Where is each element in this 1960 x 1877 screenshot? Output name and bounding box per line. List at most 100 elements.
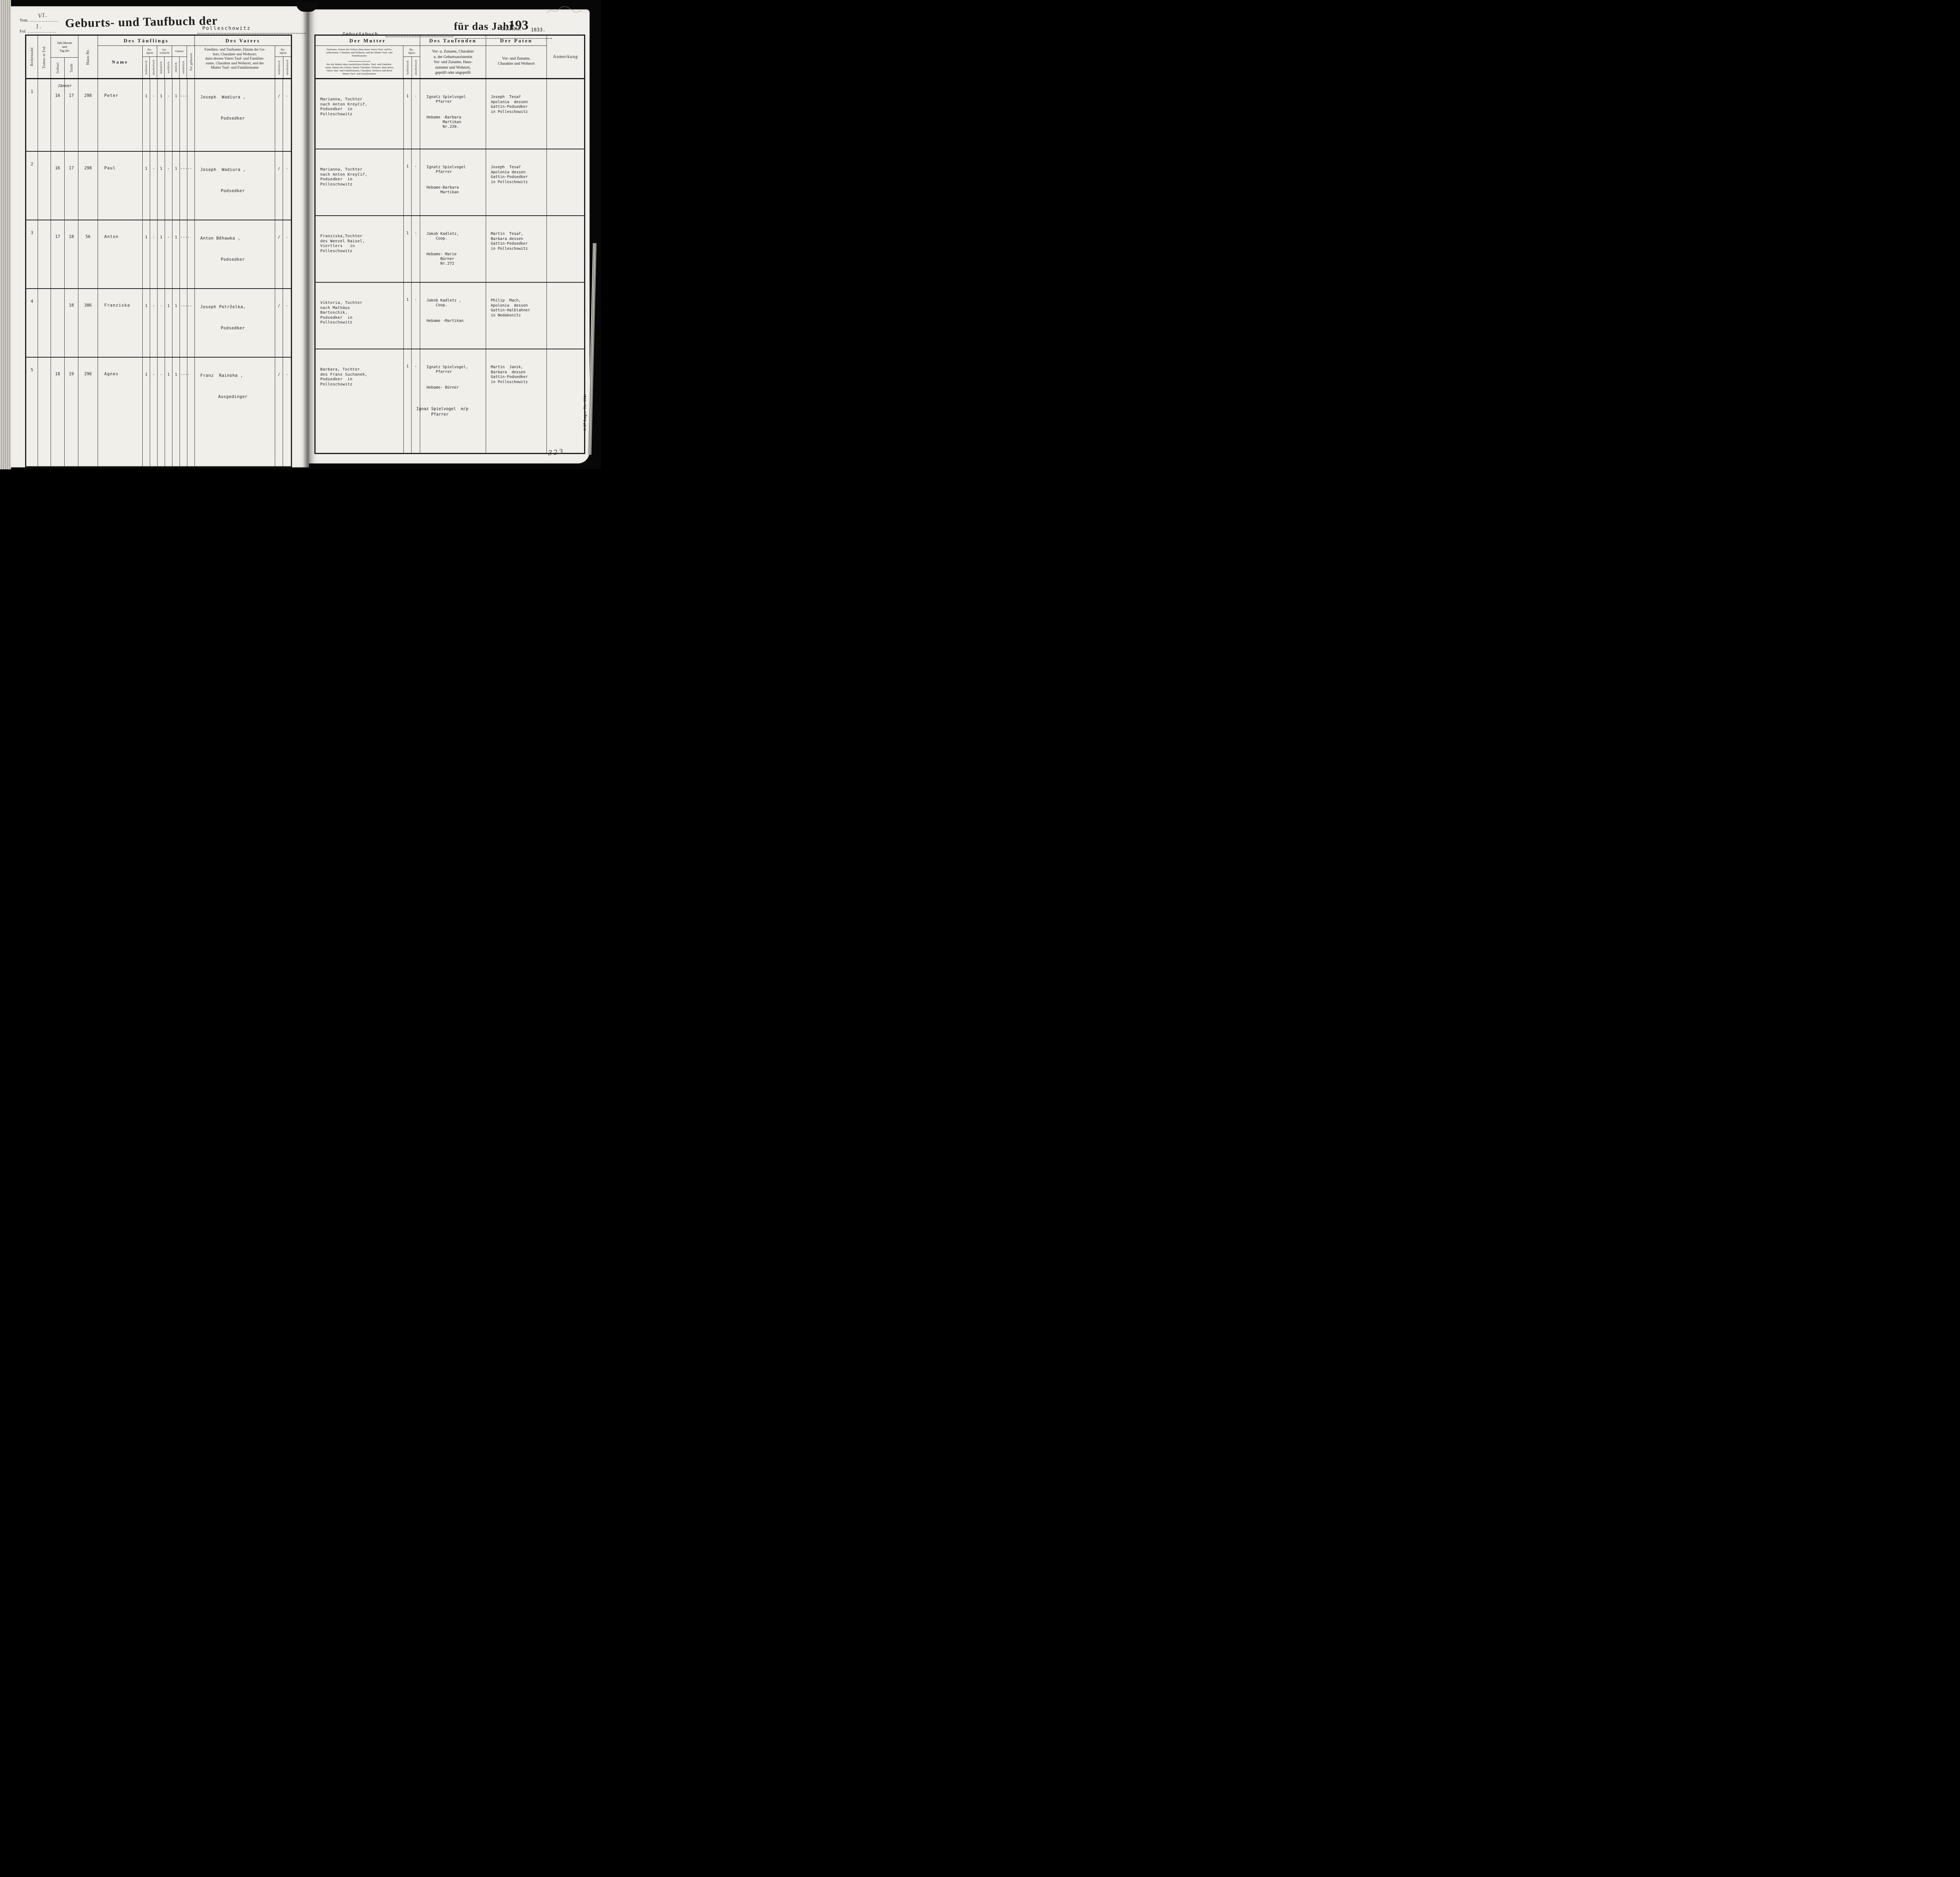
table-row: Marianna, Tochter nach Anton Kreyčiř, Po… [316, 78, 584, 149]
col-group-taufende: Des Taufenden Vor- u. Zuname, Charakter … [420, 36, 486, 78]
col-group-taufling: Des Täuflings Name Re- ligion katholisch… [98, 36, 195, 78]
anmerkung-cell [547, 349, 584, 453]
taufe-date: 17 [65, 79, 78, 151]
place-name-typed: Polleschowitz [202, 25, 251, 31]
taufende-entry: Ignatz Spielvogel Pfarrer Hebame -Barbara… [420, 79, 486, 149]
vater-cell: Joseph Petrželka, Podsedker [195, 289, 275, 357]
taufende-priest: Ignatz Spielvogel Pfarrer [426, 165, 466, 174]
vater-charakter: Podsedker [221, 257, 245, 262]
taufe-date: 17 [65, 152, 78, 220]
haus-nr: 306 [78, 289, 98, 357]
vater-katholisch-label: katholisch [277, 60, 281, 74]
col-header-akatholisch: akatholisch [150, 57, 157, 78]
col-header-dates: Jahr,Monat und Tag der Geburt Taufe [51, 36, 78, 78]
taufling-group-label: Des Täuflings [98, 36, 194, 46]
mark-unehelich: ----- [180, 152, 192, 220]
taufe-date: 18 [65, 289, 78, 357]
taufende-priest: Jakob Kadletz, Coop. [426, 232, 459, 241]
mark-unehelich: ---- [180, 358, 190, 466]
vater-name: Franz Rainoha , [200, 373, 243, 378]
table-header-right: Der Mutter Taufname, Datum der Geburt, d… [316, 36, 584, 78]
mark-maennlich: 1 [158, 152, 165, 220]
mark-totgeboren [187, 79, 195, 151]
paten-entry: Joseph Tesař Apolonia dessen Gattin-Pods… [486, 149, 547, 215]
mark-totgeboren [187, 358, 195, 466]
taufende-group-label: Des Taufenden [420, 36, 486, 46]
book-type-dotted-line [386, 36, 453, 37]
tom-row: Tom. VI. [20, 12, 58, 23]
vater-cell: Anton Běhawka , Podsedker [195, 220, 275, 288]
vater-akatholisch-mark: - [285, 235, 289, 240]
col-group-paten: Der Paten Vor- und Zuname, Charakter und… [486, 36, 547, 78]
taufende-hebame: Hebame -Barbara Martikan Nr.220. [426, 115, 461, 129]
mutter-akatholisch-label: akatholisch [414, 60, 418, 75]
vater-charakter: Podsedker [221, 326, 245, 331]
fol-value-handwritten: 1. [35, 23, 42, 30]
mark-totgeboren [187, 220, 195, 288]
table-row: Viktoria, Tochter nach Mathäus Bartoschi… [316, 282, 584, 349]
vater-name: Anton Běhawka , [200, 236, 241, 241]
col-header-unehelich: unehelich [180, 57, 187, 78]
paten-entry: Martin Janik, Barbara dessen Gattin-Pods… [486, 349, 547, 453]
mutter-entry: Viktoria, Tochter nach Mathäus Bartoschi… [316, 283, 404, 349]
tomus-cell [38, 79, 51, 151]
tom-dotted-line: VI. [30, 12, 58, 22]
anmerkung-cell [547, 216, 584, 282]
year-dotted-line [455, 38, 552, 39]
mark-unehelich: --- [180, 79, 187, 151]
taufling-name: Agnes [98, 358, 143, 466]
taufende-priest: Jakob Kadletz , Coop. [426, 298, 461, 307]
year-strikeout-typed: XXXXX [502, 26, 522, 32]
col-header-maennlich: männlich [157, 57, 165, 78]
mark-maennlich: 1 [158, 79, 165, 151]
geburt-date: 17 [51, 220, 65, 288]
mutter-description-1: Taufname, Datum der Geburt, dann deren V… [326, 48, 393, 57]
binding-notch [296, 2, 318, 12]
table-left-page: Reihenzahl Tomus et Fol. Jahr,Monat und … [25, 35, 292, 467]
taufe-date: 19 [65, 358, 78, 466]
vater-cell: Joseph Wadiura , Podsedker [195, 79, 275, 151]
vater-katholisch-mark: / [275, 358, 283, 466]
taufe-date: 18 [65, 220, 78, 288]
vater-katholisch-mark: / [275, 79, 283, 151]
mutter-katholisch-mark: 1 [404, 216, 412, 282]
akatholisch-label: akatholisch [151, 60, 155, 75]
table-row: Barbara, Tochter des Franz Suchanek, Pod… [316, 349, 584, 453]
tomus-cell [38, 289, 51, 357]
divider [348, 61, 370, 62]
taufende-entry: Jakob Kadletz , Coop. Hebame -Martikan [420, 283, 486, 349]
table-row: 2 16 17 298 Paul 1 - 1 - 1 ----- Joseph … [26, 151, 291, 220]
taufling-name: Franziska [98, 289, 143, 357]
totgeboren-label: Tot geboren [189, 53, 193, 71]
mutter-katholisch-mark: 1 [404, 283, 412, 349]
weiblich-label: weiblich [166, 62, 170, 73]
geburt-label: Geburt [56, 62, 60, 73]
vater-religion-label: Re- ligion [275, 46, 291, 57]
mark-weiblich: - [165, 79, 172, 151]
mutter-entry: Franziska,Tochter des Wenzel Raisel, Vie… [316, 216, 404, 282]
place-dotted-line [198, 33, 306, 34]
table-right-page: Der Mutter Taufname, Datum der Geburt, d… [314, 35, 585, 454]
vater-name: Joseph Wadiura , [200, 95, 246, 100]
vater-name: Joseph Wadiura , [200, 167, 246, 172]
mutter-akatholisch-mark: - [412, 283, 420, 349]
paten-entry: Martin Tesař, Barbara dessen Gattin-Pods… [486, 216, 547, 282]
taufende-entry: Ignatz Spielvogel Pfarrer Hebame-Barbara … [420, 149, 486, 215]
table-row: Marianna, Tochter nach Anton Kreyčiř, Po… [316, 149, 584, 215]
taufende-description: Vor- u. Zuname, Charakter u. der Geburts… [432, 49, 474, 75]
mark-weiblich: 1 [165, 289, 172, 357]
haus-nr: 298 [78, 152, 98, 220]
pencil-scribble [547, 6, 582, 14]
year-prefix-printed: für das Jahr [454, 20, 515, 32]
geburt-group-label: Geburt [172, 46, 187, 57]
vater-name: Joseph Petrželka, [200, 305, 246, 309]
unehelich-label: unehelich [181, 61, 185, 74]
mark-unehelich: ---- [180, 220, 190, 288]
mutter-katholisch-mark: 1 [404, 79, 412, 149]
col-group-geburt-art: Geburt ehelich unehelich [172, 46, 187, 78]
vater-description-cell: Familien- und Taufname, Datum der Ge- bu… [195, 46, 275, 78]
col-header-ehelich: ehelich [172, 57, 180, 78]
mark-katholisch: 1 [143, 358, 150, 466]
mark-ehelich: 1 [172, 220, 180, 288]
vater-cell: Franz Rainoha , Ausgedinger [195, 358, 275, 466]
